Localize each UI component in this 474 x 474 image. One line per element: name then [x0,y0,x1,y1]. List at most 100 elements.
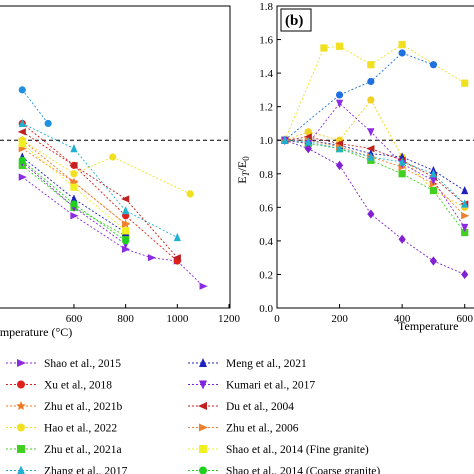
panel-a-series-8-point [17,128,26,136]
panel-b-series-2-point [367,96,375,104]
panel-a-series-0-point [70,212,79,220]
panel-a-series-8-point [69,161,78,169]
panel-a-series-0-point [199,282,208,290]
panel-a-series-8-point [172,254,181,262]
panel-b-series-3-point [461,228,469,237]
panel-b-ytick-label: 0.4 [259,236,273,248]
legend: Shao et al., 2015 Xu et al., 2018 Zhu et a… [6,358,380,474]
panel-a-series-10-point [70,183,78,191]
panel-b-series-7-line [284,139,466,217]
panel-b-xtick-label: 400 [394,313,411,325]
panel-b-series-5-line [284,139,465,191]
panel-a-series-5-point [173,232,181,242]
panel-b-series-9-point [335,144,344,153]
legend-swatch-marker [199,358,207,367]
panel-a-series-0-line [22,176,204,287]
panel-b-series-1-point [429,61,438,69]
legend-swatch-marker [199,380,207,390]
panel-a-series-12-point [18,86,26,94]
panel-a-series-12-line [21,89,49,124]
panel-b-series-8-line [284,102,466,228]
legend-swatch-marker [199,445,207,453]
panel-a-series-0-point [122,245,131,253]
panel-b-ytick-label: 1.4 [259,68,273,80]
panel-b-series-0-point [335,42,344,50]
legend-entry-label: Zhang et al., 2017 [44,466,128,474]
panel-b-ytick-label: 0.8 [259,169,273,181]
legend-swatch-marker [199,466,207,474]
panel-b-ytick-label: 0.6 [259,202,273,214]
legend-swatch-marker [17,445,25,453]
panel-b-ytick-label: 0.0 [259,303,273,315]
legend-entry-label: Meng et al., 2021 [226,358,307,370]
panel-b-series-4-point [304,144,312,154]
panel-b-xtick-label: 0 [274,313,280,325]
panel-b-series-8-point [335,99,344,108]
panel-a-series-8-line [22,131,178,258]
panel-a-xtick-label: 600 [66,313,83,325]
panel-a-series-12-point [44,119,52,128]
panel-b-series-8-point [367,128,375,137]
panel-a-series-3-point [70,170,78,178]
panel-b-ytick-label: 1.8 [259,1,273,13]
panel-a-series-11-point [18,156,26,164]
panel-a-frame [0,5,231,309]
legend-entry-label: Shao et al., 2014 (Fine granite) [226,444,369,456]
panel-label-box [280,8,312,32]
panel-b-series-0-point [367,61,375,69]
panel-b-series-9-point [429,169,438,178]
panel-b-ylabel: ET/E0 [235,156,251,184]
panel-a-series-5-line [22,122,178,238]
panel-b-xlabel: Temperature [398,319,458,333]
panel-b-series-9-point [398,157,406,166]
panel-b-series-6-point [334,139,344,148]
legend-entry-label: Zhu et al., 2021a [44,444,122,456]
panel-b-series-7-point [461,212,470,220]
legend-swatch-marker [16,401,26,410]
panel-b-series-1-line [284,52,434,141]
panel-a-xtick-label: 1000 [166,313,189,325]
panel-a-series-5-point [122,206,130,215]
panel-b-series-1-point [335,91,344,99]
panel-b-label: (b) [285,13,303,29]
panel-a-series-1-line [22,123,178,262]
panel-b-ytick-label: 0.2 [259,269,273,281]
panel-a-series-4-line [22,165,126,237]
legend-swatch-marker [17,359,26,367]
panel-b: 0 200 400 600 0.0 0.2 0.4 0.6 0.8 1.0 1.2 1.4 1.6 1.8… [235,1,474,333]
panel-a-series-8-point [121,195,130,203]
panel-a: 600 800 1000 1200 Temperature (°C) [0,5,241,339]
panel-a-series-0-point [147,254,157,262]
legend-entry-label: Hao et al., 2022 [44,423,117,435]
panel-b-series-4-point [335,160,344,170]
panel-b-series-8-point [461,223,469,233]
legend-entry-label: Kumari et al., 2017 [226,380,315,392]
panel-b-series-9-point [304,137,312,146]
panel-a-series-10-point [122,227,130,235]
panel-b-series-2-line [284,99,465,208]
panel-b-series-8-point [429,176,438,186]
panel-a-series-0-point [18,173,27,181]
panel-a-series-11-point [70,200,78,208]
panel-a-series-11-point [122,237,130,245]
panel-b-series-4-line [284,139,465,275]
panel-a-xtick-label: 1200 [218,313,241,325]
panel-b-series-1-point [367,77,375,86]
panel-b-series-9-line [284,139,466,205]
panel-b-series-4-point [461,269,469,280]
panel-b-ytick-label: 1.0 [259,135,273,147]
panel-b-series-3-point [429,186,438,195]
panel-b-series-0-point [398,40,406,49]
panel-b-ytick-label: 1.6 [259,35,273,47]
legend-entry-label: Zhu et al., 2006 [226,423,299,435]
panel-b-series-0-line [284,44,465,141]
panel-a-series-10-point [18,139,26,148]
legend-entry-label: Du et al., 2004 [226,401,294,413]
panel-a-xtick-label: 800 [117,313,134,325]
panel-a-series-9-point [122,220,131,228]
panel-b-xtick-label: 200 [331,313,348,325]
panel-a-series-5-point [18,118,26,128]
legend-entry-label: Zhu et al., 2021b [44,401,122,413]
panel-b-series-4-point [367,209,375,219]
panel-b-series-1-point [398,49,406,57]
